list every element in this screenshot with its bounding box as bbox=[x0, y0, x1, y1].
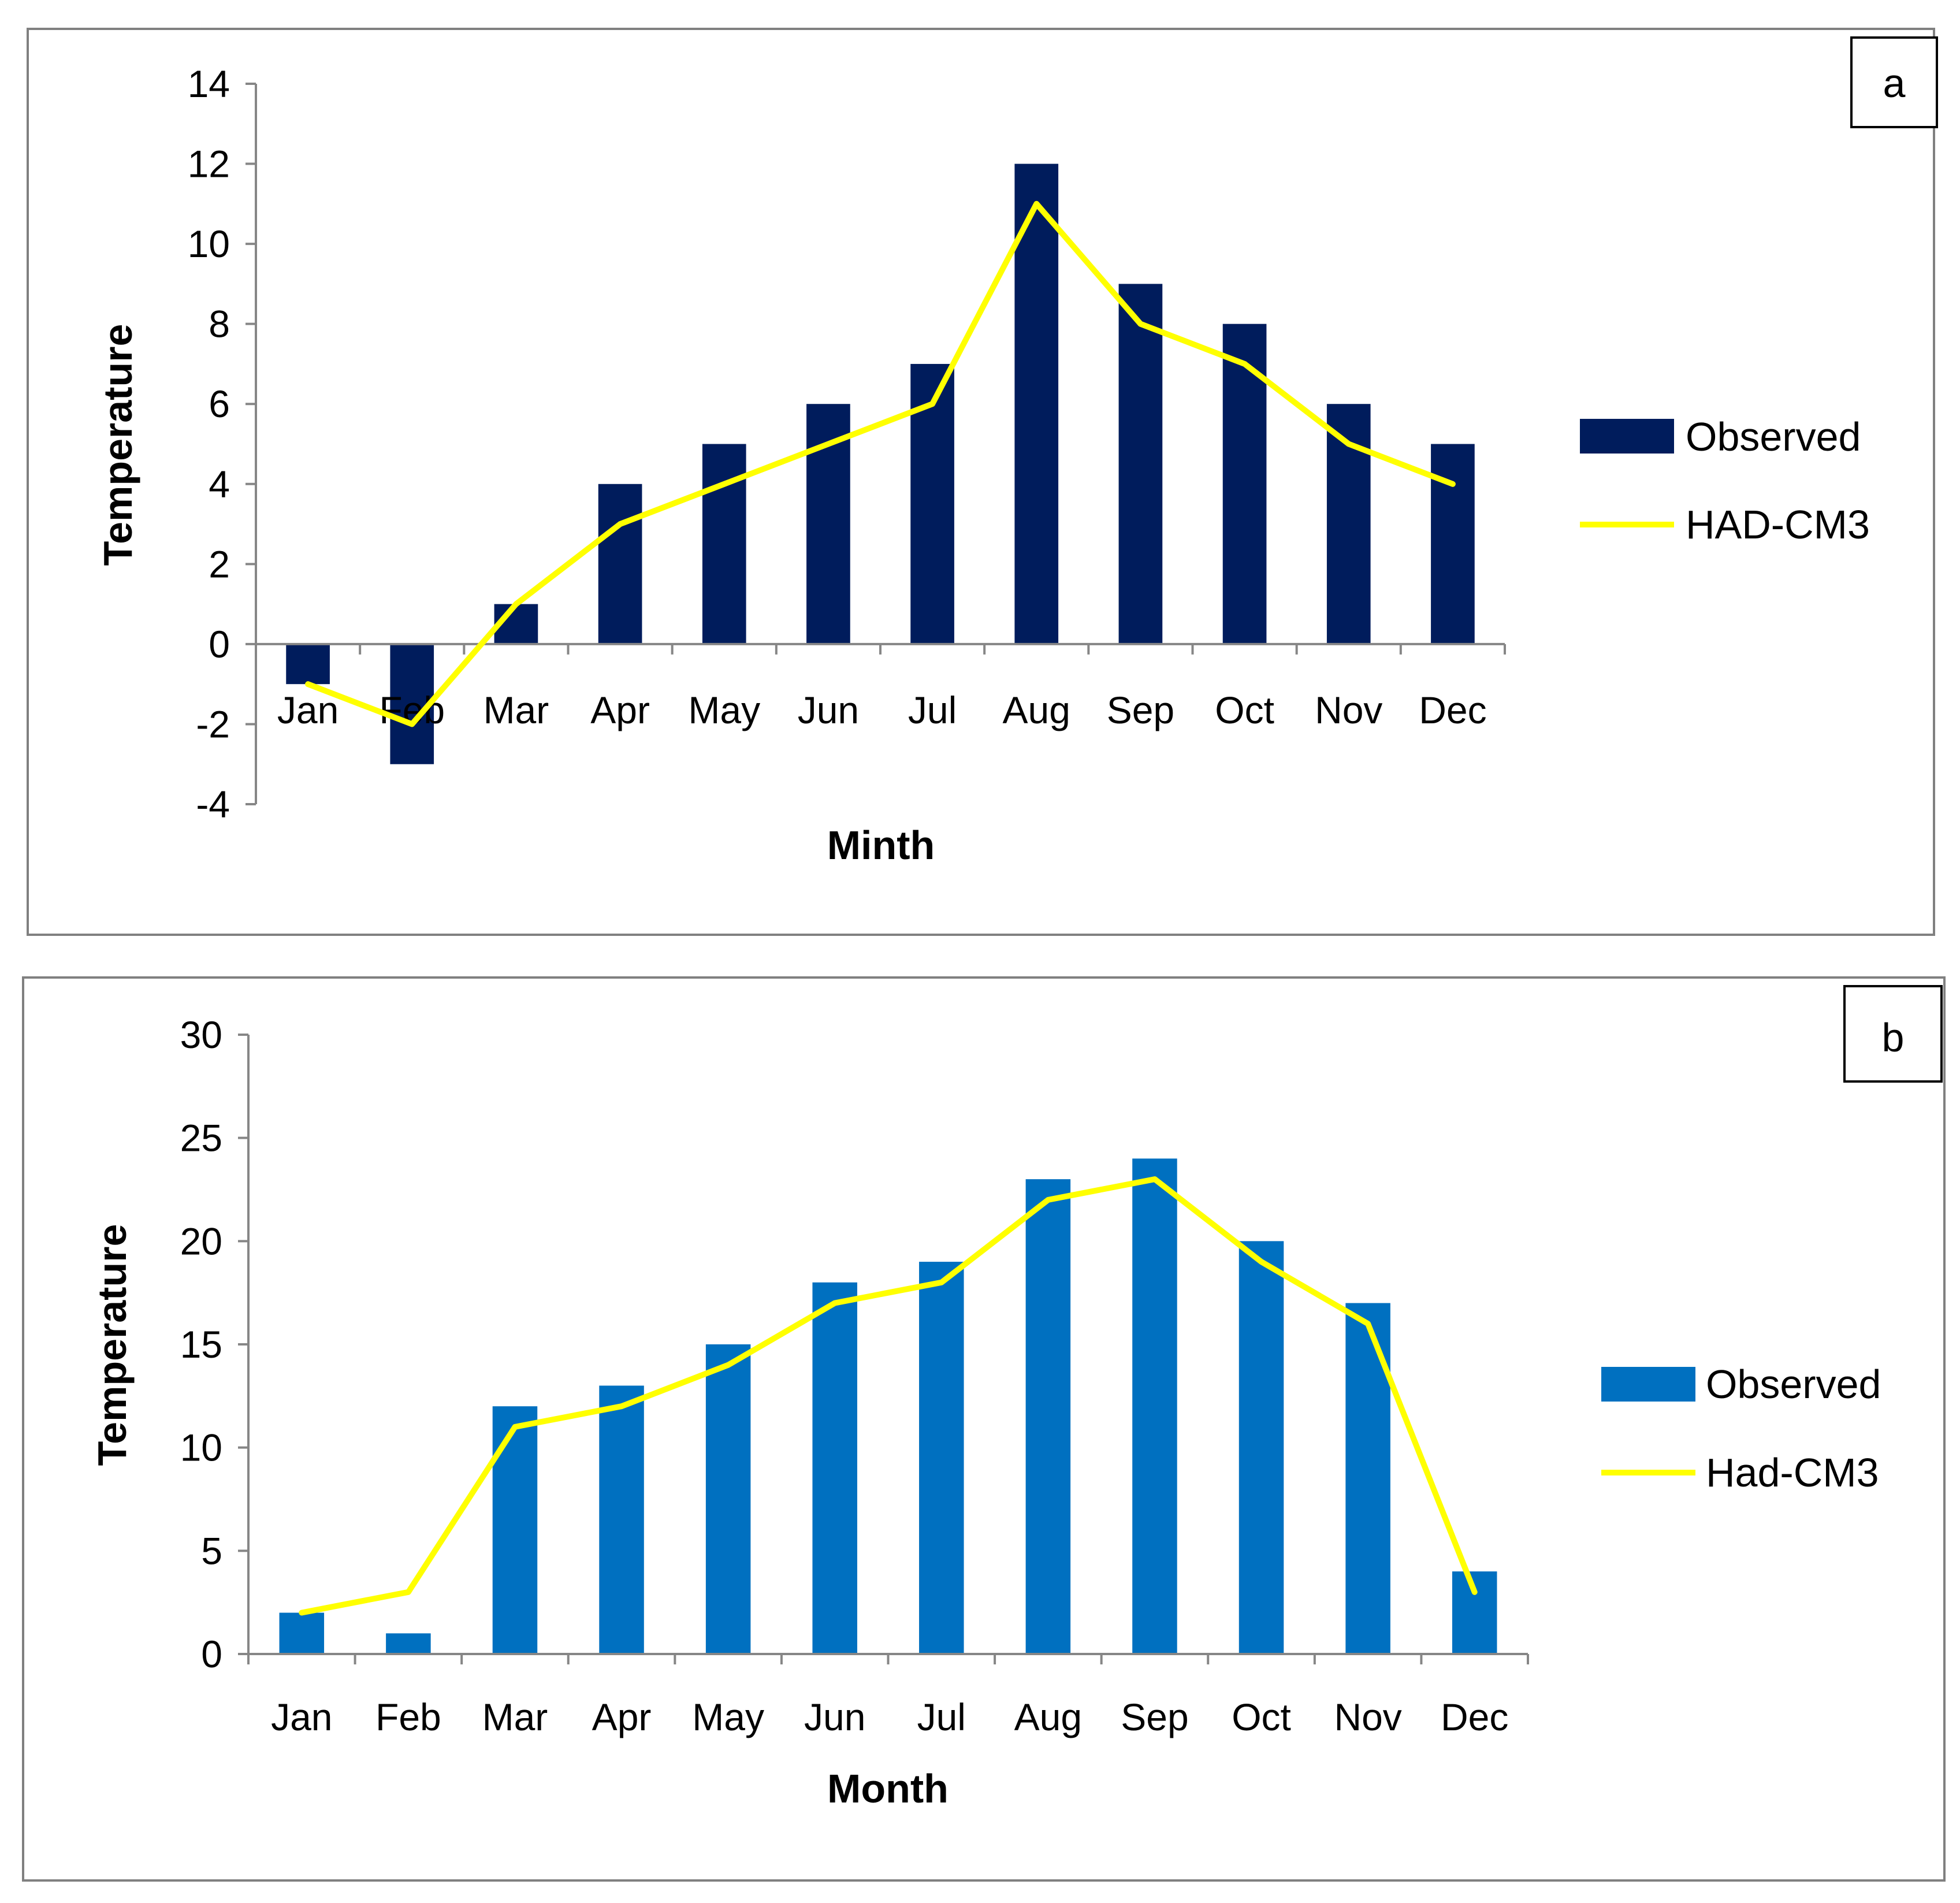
panel-b-bar-feb bbox=[386, 1633, 431, 1654]
panel-b-x-axis-title: Month bbox=[827, 1766, 949, 1811]
panel-b-y-tick-label-20: 20 bbox=[180, 1220, 222, 1262]
panel-b-frame bbox=[22, 976, 1946, 1882]
panel-b-legend: Observed Had-CM3 bbox=[1601, 1362, 1881, 1495]
panel-b-bars bbox=[279, 1158, 1497, 1654]
panel-b-bar-may bbox=[705, 1344, 751, 1654]
panel-a-label: a bbox=[1883, 61, 1906, 106]
panel-b-y-tick-label-15: 15 bbox=[180, 1323, 222, 1366]
panel-b-x-tick-label-dec: Dec bbox=[1441, 1696, 1508, 1738]
panel-a-legend: Observed HAD-CM3 bbox=[1580, 414, 1870, 547]
panel-a-bar-nov bbox=[1326, 404, 1371, 644]
panel-b-x-tick-label-apr: Apr bbox=[592, 1696, 652, 1738]
panel-a-bars bbox=[286, 163, 1475, 764]
panel-b-x-tick-label-jun: Jun bbox=[804, 1696, 865, 1738]
panel-a-x-tick-label-apr: Apr bbox=[590, 689, 650, 731]
panel-a-y-tick-label-4: 4 bbox=[209, 463, 230, 506]
panel-a-x-tick-label-sep: Sep bbox=[1107, 689, 1174, 731]
panel-b-y-tick-label-5: 5 bbox=[201, 1529, 222, 1572]
chart-panel-b: 0 5 10 15 20 25 30 Jan Feb Mar Apr May Jun Jul Aug Sep… bbox=[22, 976, 1946, 1882]
panel-a-bar-aug bbox=[1014, 163, 1059, 644]
panel-b-x-tick-label-feb: Feb bbox=[375, 1696, 441, 1738]
panel-b-y-axis-title: Temperature bbox=[90, 1224, 135, 1466]
panel-b-bar-aug bbox=[1025, 1179, 1071, 1654]
panel-a-x-axis-title: Minth bbox=[827, 823, 935, 868]
panel-a-legend-observed-label: Observed bbox=[1686, 414, 1861, 459]
panel-a-y-tick-labels: -4 -2 0 2 4 6 8 10 12 14 bbox=[188, 62, 230, 826]
panel-a-frame bbox=[27, 28, 1935, 936]
panel-b-x-tick-label-mar: Mar bbox=[482, 1696, 548, 1738]
panel-b-x-tick-label-jan: Jan bbox=[271, 1696, 332, 1738]
panel-a-legend-observed-swatch bbox=[1580, 419, 1674, 454]
panel-a-line-series bbox=[305, 200, 1456, 727]
panel-b-bar-jul bbox=[919, 1262, 964, 1654]
panel-a-legend-line-label: HAD-CM3 bbox=[1686, 502, 1870, 547]
panel-a-x-tick-label-oct: Oct bbox=[1215, 689, 1274, 731]
panel-b-bar-jan bbox=[279, 1612, 325, 1654]
panel-a-bar-apr bbox=[598, 484, 642, 644]
panel-b-y-tick-label-25: 25 bbox=[180, 1117, 222, 1159]
panel-b-bar-mar bbox=[492, 1406, 538, 1654]
panel-b-x-tick-label-may: May bbox=[692, 1696, 764, 1738]
panel-a-x-tick-label-jun: Jun bbox=[798, 689, 859, 731]
panel-a-y-tick-label-6: 6 bbox=[209, 382, 230, 425]
panel-b-line-had-cm3 bbox=[299, 1176, 1478, 1616]
panel-a-y-tick-label-2: 2 bbox=[209, 542, 230, 585]
panel-b-y-tick-labels: 0 5 10 15 20 25 30 bbox=[180, 1013, 222, 1675]
panel-a-bar-oct bbox=[1222, 324, 1267, 644]
panel-a-axes bbox=[246, 83, 1506, 805]
panel-b-axes bbox=[238, 1034, 1529, 1664]
panel-a-bar-may bbox=[702, 444, 746, 644]
panel-a-y-tick-label-2: -2 bbox=[196, 703, 230, 745]
panel-b-y-tick-label-30: 30 bbox=[180, 1013, 222, 1056]
panel-a-y-tick-label-8: 8 bbox=[209, 303, 230, 345]
panel-b-y-tick-label-0: 0 bbox=[201, 1633, 222, 1675]
panel-a-bar-jan bbox=[286, 644, 330, 685]
panel-a-x-tick-label-jan: Jan bbox=[277, 689, 339, 731]
panel-a-bar-sep bbox=[1118, 284, 1163, 644]
panel-a-y-axis-title: Temperature bbox=[95, 324, 140, 566]
panel-a-y-tick-label-0: 0 bbox=[209, 623, 230, 666]
panel-b-x-tick-label-aug: Aug bbox=[1014, 1696, 1082, 1738]
panel-a-line-had-cm3 bbox=[305, 200, 1456, 727]
panel-a-bar-dec bbox=[1431, 444, 1475, 644]
panel-b-bar-dec bbox=[1452, 1571, 1497, 1654]
panel-a-y-tick-label-14: 14 bbox=[188, 62, 230, 105]
panel-b-bar-apr bbox=[599, 1385, 644, 1654]
panel-a-x-tick-label-dec: Dec bbox=[1419, 689, 1486, 731]
panel-a-label-box bbox=[1850, 36, 1938, 128]
panel-a-x-tick-label-jul: Jul bbox=[908, 689, 957, 731]
panel-a-x-tick-label-aug: Aug bbox=[1003, 689, 1070, 731]
panel-b-label-box bbox=[1843, 985, 1943, 1083]
panel-a-y-tick-label-10: 10 bbox=[188, 222, 230, 265]
panel-b-legend-observed-swatch bbox=[1601, 1367, 1695, 1402]
panel-a-x-tick-label-may: May bbox=[688, 689, 760, 731]
panel-b-bar-oct bbox=[1239, 1241, 1284, 1654]
panel-a-y-tick-label-4: -4 bbox=[196, 783, 230, 826]
panel-b-label: b bbox=[1882, 1015, 1905, 1060]
panel-b-bar-sep bbox=[1132, 1158, 1177, 1654]
panel-a-x-tick-labels: Jan Feb Mar Apr May Jun Jul Aug Sep Oct Nov Dec bbox=[277, 689, 1487, 731]
panel-b-legend-line-label: Had-CM3 bbox=[1706, 1450, 1879, 1495]
panel-a-x-tick-label-mar: Mar bbox=[484, 689, 549, 731]
panel-b-y-tick-label-10: 10 bbox=[180, 1426, 222, 1469]
panel-b-x-tick-label-nov: Nov bbox=[1334, 1696, 1401, 1738]
panel-b-line-series bbox=[299, 1176, 1478, 1616]
panel-b-bar-jun bbox=[812, 1282, 857, 1654]
panel-b-legend-observed-label: Observed bbox=[1706, 1362, 1881, 1407]
panel-a-x-tick-label-nov: Nov bbox=[1315, 689, 1382, 731]
panel-b-x-tick-label-oct: Oct bbox=[1232, 1696, 1291, 1738]
panel-a-y-tick-label-12: 12 bbox=[188, 143, 230, 185]
panel-b-x-tick-labels: Jan Feb Mar Apr May Jun Jul Aug Sep Oct Nov Dec bbox=[271, 1696, 1508, 1738]
panel-b-x-tick-label-jul: Jul bbox=[917, 1696, 966, 1738]
panel-b-x-tick-label-sep: Sep bbox=[1121, 1696, 1188, 1738]
